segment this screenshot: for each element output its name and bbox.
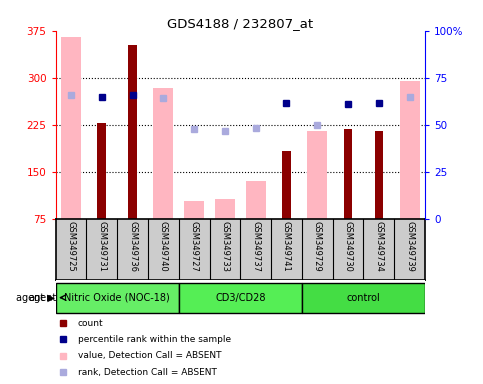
Text: CD3/CD28: CD3/CD28: [215, 293, 266, 303]
Text: GSM349741: GSM349741: [282, 221, 291, 271]
Text: value, Detection Call = ABSENT: value, Detection Call = ABSENT: [78, 351, 221, 360]
Text: count: count: [78, 319, 103, 328]
Text: GSM349730: GSM349730: [343, 221, 353, 271]
Text: GSM349731: GSM349731: [97, 221, 106, 271]
Bar: [282, 151, 291, 219]
Text: GSM349727: GSM349727: [190, 221, 199, 271]
Text: GSM349725: GSM349725: [67, 221, 75, 271]
Bar: [179, 283, 302, 313]
Text: agent ▶: agent ▶: [16, 293, 55, 303]
Text: GSM349739: GSM349739: [405, 221, 414, 271]
Bar: [56, 283, 179, 313]
Bar: [302, 283, 425, 313]
Bar: [246, 181, 266, 219]
Bar: [307, 131, 327, 219]
Text: rank, Detection Call = ABSENT: rank, Detection Call = ABSENT: [78, 367, 216, 376]
Bar: [374, 131, 383, 219]
Bar: [153, 88, 173, 219]
Title: GDS4188 / 232807_at: GDS4188 / 232807_at: [167, 17, 313, 30]
Bar: [399, 81, 420, 219]
Text: GSM349736: GSM349736: [128, 221, 137, 272]
Bar: [61, 37, 81, 219]
Text: GSM349733: GSM349733: [220, 221, 229, 272]
Bar: [215, 199, 235, 219]
Text: control: control: [347, 293, 380, 303]
Text: percentile rank within the sample: percentile rank within the sample: [78, 335, 231, 344]
Text: Nitric Oxide (NOC-18): Nitric Oxide (NOC-18): [64, 293, 170, 303]
Text: GSM349734: GSM349734: [374, 221, 384, 271]
Bar: [128, 45, 137, 219]
Bar: [98, 123, 106, 219]
Text: GSM349729: GSM349729: [313, 221, 322, 271]
Text: GSM349737: GSM349737: [251, 221, 260, 272]
Bar: [344, 129, 353, 219]
Text: agent: agent: [28, 293, 56, 303]
Text: GSM349740: GSM349740: [159, 221, 168, 271]
Bar: [184, 201, 204, 219]
